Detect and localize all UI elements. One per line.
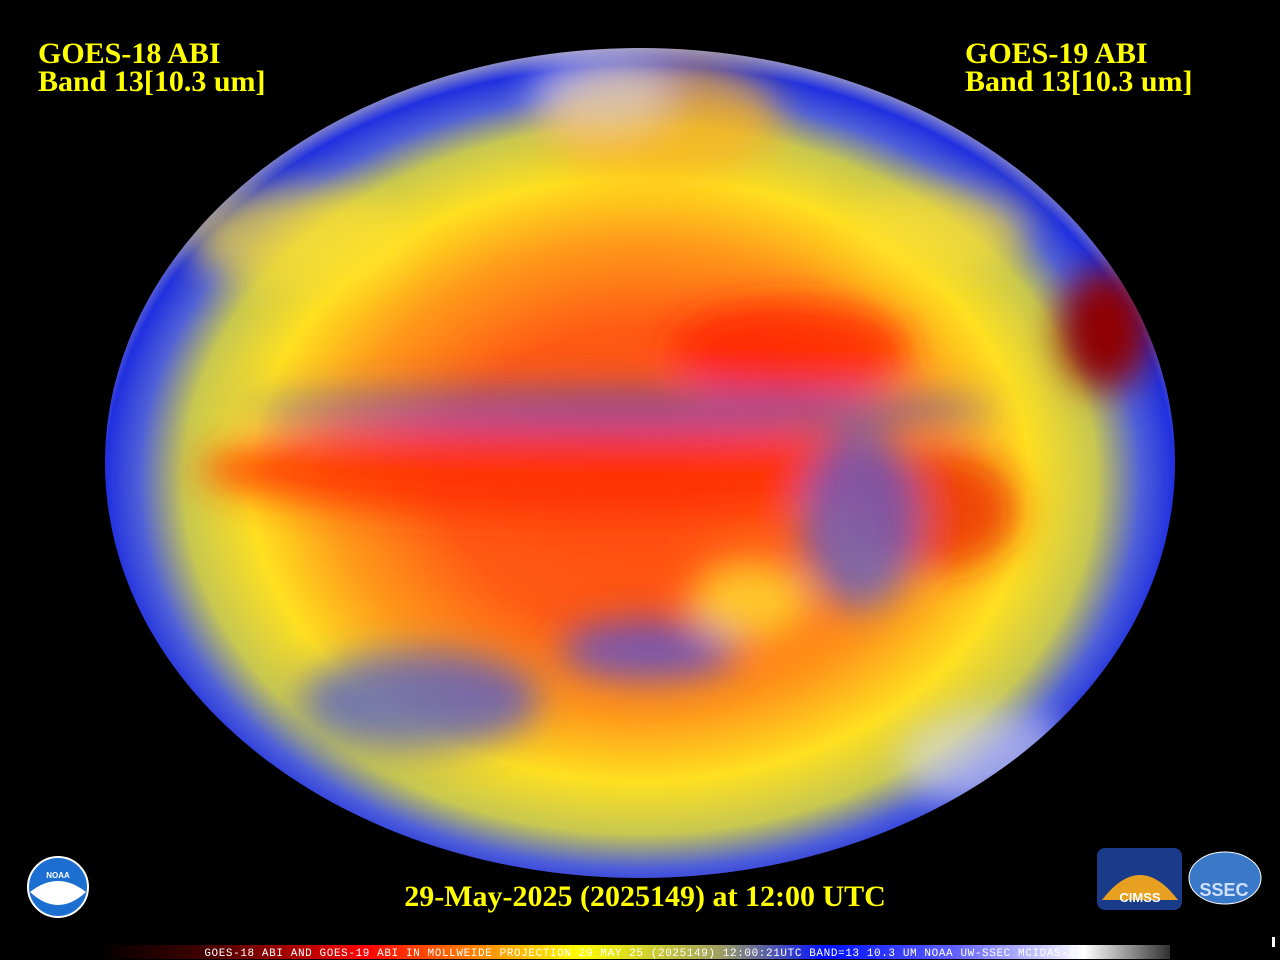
corner-mark	[1272, 937, 1275, 947]
color-bar	[96, 945, 1170, 959]
cloud-patterns	[190, 50, 1150, 810]
timestamp: 29-May-2025 (2025149) at 12:00 UTC	[404, 880, 886, 913]
ssec-logo: SSEC	[1188, 851, 1262, 905]
cimss-logo: CIMSS	[1097, 848, 1182, 910]
right-band: Band 13[10.3 um]	[965, 65, 1193, 98]
right-satellite: GOES-19 ABI	[965, 37, 1148, 70]
left-satellite: GOES-18 ABI	[38, 37, 221, 70]
caption: GOES-18 ABI AND GOES-19 ABI IN MOLLWEIDE…	[204, 948, 1075, 960]
left-band: Band 13[10.3 um]	[38, 65, 266, 98]
ssec-label: SSEC	[1199, 880, 1248, 900]
noaa-label: NOAA	[46, 871, 70, 880]
cimss-label: CIMSS	[1119, 890, 1161, 905]
noaa-logo: NOAA	[27, 856, 89, 918]
